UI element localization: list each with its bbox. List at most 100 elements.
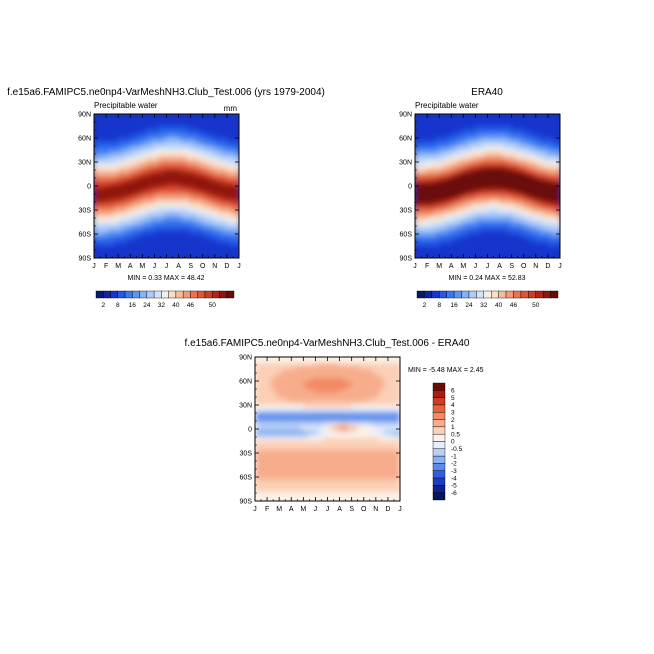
x-tick-label: M: [276, 506, 282, 513]
colorbar-swatch: [446, 290, 455, 299]
colorbar-swatch: [182, 290, 191, 299]
y-tick-label: 60S: [79, 232, 92, 239]
colorbar-label: 2: [423, 302, 427, 309]
colorbar-swatch: [424, 290, 433, 299]
x-tick-label: N: [373, 506, 378, 513]
colorbar-swatch: [139, 290, 148, 299]
colorbar-swatch: [483, 290, 492, 299]
colorbar-swatch: [146, 290, 155, 299]
x-tick-label: S: [349, 506, 354, 513]
colorbar-swatch: [491, 290, 499, 299]
x-tick-label: J: [165, 263, 169, 270]
x-tick-label: A: [337, 506, 342, 513]
y-tick-label: 30S: [79, 208, 92, 215]
colorbar-label: 24: [143, 302, 151, 309]
colorbar-label: 6: [451, 388, 455, 395]
colorbar-swatch: [110, 290, 118, 299]
x-tick-label: J: [253, 506, 257, 513]
panel-era40-variable-label: Precipitable water: [415, 101, 479, 110]
y-tick-label: 60N: [399, 136, 412, 143]
colorbar-label: 4: [451, 402, 455, 409]
colorbar-swatch: [95, 290, 104, 299]
x-tick-label: J: [237, 263, 241, 270]
colorbar-swatch: [453, 290, 462, 299]
panel-difference: f.e15a6.FAMIPC5.ne0np4-VarMeshNH3.Club_T…: [185, 338, 484, 513]
colorbar-swatch: [542, 290, 551, 299]
x-tick-label: J: [474, 263, 478, 270]
panel-era40-stats: MIN = 0.24 MAX = 52.83: [448, 275, 525, 282]
x-tick-label: A: [449, 263, 454, 270]
colorbar-swatch: [168, 290, 177, 299]
colorbar-swatch: [439, 290, 447, 299]
x-tick-label: A: [176, 263, 181, 270]
colorbar-swatch: [416, 290, 425, 299]
y-tick-label: 90S: [79, 256, 92, 263]
x-tick-label: N: [533, 263, 538, 270]
colorbar-label: 24: [465, 302, 473, 309]
x-tick-label: D: [385, 506, 390, 513]
colorbar-swatch: [212, 290, 220, 299]
colorbar-swatch: [432, 397, 446, 406]
colorbar-label: -6: [451, 490, 457, 497]
colorbar-swatch: [535, 290, 544, 299]
colorbar-label: 2: [451, 417, 455, 424]
colorbar-label: 46: [510, 302, 518, 309]
colorbar-swatch: [432, 390, 446, 398]
x-tick-label: F: [265, 506, 269, 513]
colorbar-swatch: [226, 290, 235, 299]
colorbar-label: 2: [101, 302, 105, 309]
y-tick-label: 90N: [78, 112, 91, 119]
colorbar-swatch: [476, 290, 484, 299]
y-tick-label: 30N: [239, 403, 252, 410]
colorbar-swatch: [432, 463, 446, 471]
colorbar-swatch: [153, 290, 162, 299]
x-tick-label: M: [139, 263, 145, 270]
colorbar-swatch: [468, 290, 477, 299]
colorbar-swatch: [432, 412, 446, 420]
colorbar-swatch: [550, 290, 559, 299]
x-tick-label: A: [128, 263, 133, 270]
y-tick-label: 0: [248, 427, 252, 434]
x-tick-label: J: [413, 263, 417, 270]
colorbar-label: 50: [532, 302, 540, 309]
colorbar-label: -5: [451, 483, 457, 490]
panel-difference-stats: MIN = -5.48 MAX = 2.45: [408, 367, 484, 374]
x-tick-label: F: [425, 263, 429, 270]
x-tick-label: J: [153, 263, 157, 270]
panel-model-title: f.e15a6.FAMIPC5.ne0np4-VarMeshNH3.Club_T…: [7, 87, 325, 98]
colorbar-swatch: [432, 485, 446, 493]
colorbar-label: 50: [209, 302, 217, 309]
y-tick-label: 30N: [399, 160, 412, 167]
colorbar-label: 32: [158, 302, 166, 309]
x-tick-label: S: [509, 263, 514, 270]
colorbar-swatch: [432, 455, 446, 464]
panel-model-field: [94, 114, 239, 258]
y-tick-label: 60N: [78, 136, 91, 143]
colorbar-label: -0.5: [451, 446, 463, 453]
colorbar-swatch: [432, 433, 446, 442]
colorbar-swatch: [175, 290, 184, 299]
colorbar-swatch: [432, 470, 446, 479]
y-tick-label: 60S: [400, 232, 413, 239]
colorbar-swatch: [219, 290, 227, 299]
colorbar-swatch: [513, 290, 522, 299]
colorbar-label: 0.5: [451, 431, 460, 438]
colorbar-label: 16: [129, 302, 137, 309]
colorbar-swatch: [528, 290, 536, 299]
y-tick-label: 30S: [240, 451, 253, 458]
colorbar-label: 16: [450, 302, 458, 309]
colorbar-swatch: [124, 290, 133, 299]
colorbar-swatch: [204, 290, 213, 299]
colorbar-swatch: [432, 426, 446, 435]
panel-model-stats: MIN = 0.33 MAX = 48.42: [127, 275, 204, 282]
colorbar-swatch: [117, 290, 126, 299]
colorbar-swatch: [197, 290, 206, 299]
colorbar-label: -3: [451, 468, 457, 475]
y-tick-label: 60N: [239, 379, 252, 386]
x-tick-label: J: [558, 263, 562, 270]
colorbar-swatch: [103, 290, 111, 299]
panel-difference-field: [255, 357, 400, 501]
